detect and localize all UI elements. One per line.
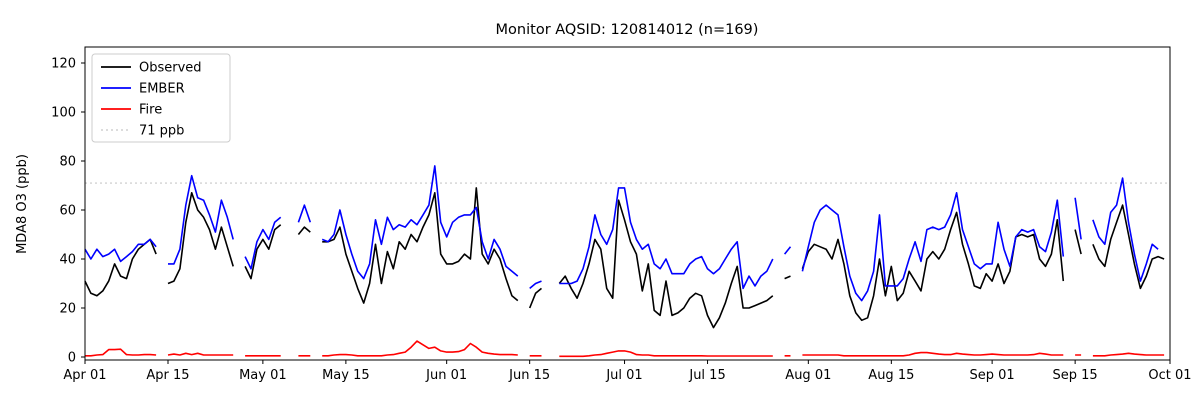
x-tick-label: May 01 — [239, 368, 287, 383]
legend-box — [91, 53, 231, 143]
x-tick-label: Apr 01 — [63, 368, 106, 383]
chart-title: Monitor AQSID: 120814012 (n=169) — [496, 22, 759, 38]
x-tick-label: Oct 01 — [1148, 368, 1191, 383]
y-tick-label: 60 — [59, 204, 76, 219]
x-tick-label: Aug 01 — [785, 368, 831, 383]
legend-label: EMBER — [139, 82, 185, 97]
y-tick-label: 40 — [59, 253, 76, 268]
x-tick-label: Jul 01 — [605, 368, 642, 383]
series-line-fire — [85, 340, 1165, 358]
legend-label: Observed — [139, 61, 202, 76]
legend: Observed EMBER Fire 71 ppb — [91, 53, 231, 143]
x-tick-label: Sep 15 — [1053, 368, 1098, 383]
x-tick-label: May 15 — [322, 368, 370, 383]
x-tick-label: Jun 15 — [508, 368, 550, 383]
legend-label: Fire — [139, 103, 162, 118]
x-tick-label: Jun 01 — [425, 368, 467, 383]
legend-label: 71 ppb — [139, 124, 184, 139]
series-line-ember — [84, 165, 1159, 302]
plot-box — [84, 46, 1171, 361]
y-tick-label: 100 — [51, 106, 76, 121]
x-tick-label: Aug 15 — [868, 368, 914, 383]
plot-area — [84, 165, 1170, 358]
y-tick-label: 120 — [51, 57, 76, 72]
y-tick-label: 0 — [68, 351, 76, 366]
axes: 0 20 40 60 80 100 120 Apr 01 Apr 15 May 01 May 15 J… — [51, 46, 1192, 383]
x-tick-label: Apr 15 — [146, 368, 189, 383]
y-tick-label: 20 — [59, 302, 76, 317]
series-line-observed — [84, 187, 1165, 329]
y-axis-label: MDA8 O3 (ppb) — [15, 154, 30, 254]
x-tick-label: Jul 15 — [688, 368, 725, 383]
y-tick-label: 80 — [59, 155, 76, 170]
x-tick-label: Sep 01 — [970, 368, 1015, 383]
